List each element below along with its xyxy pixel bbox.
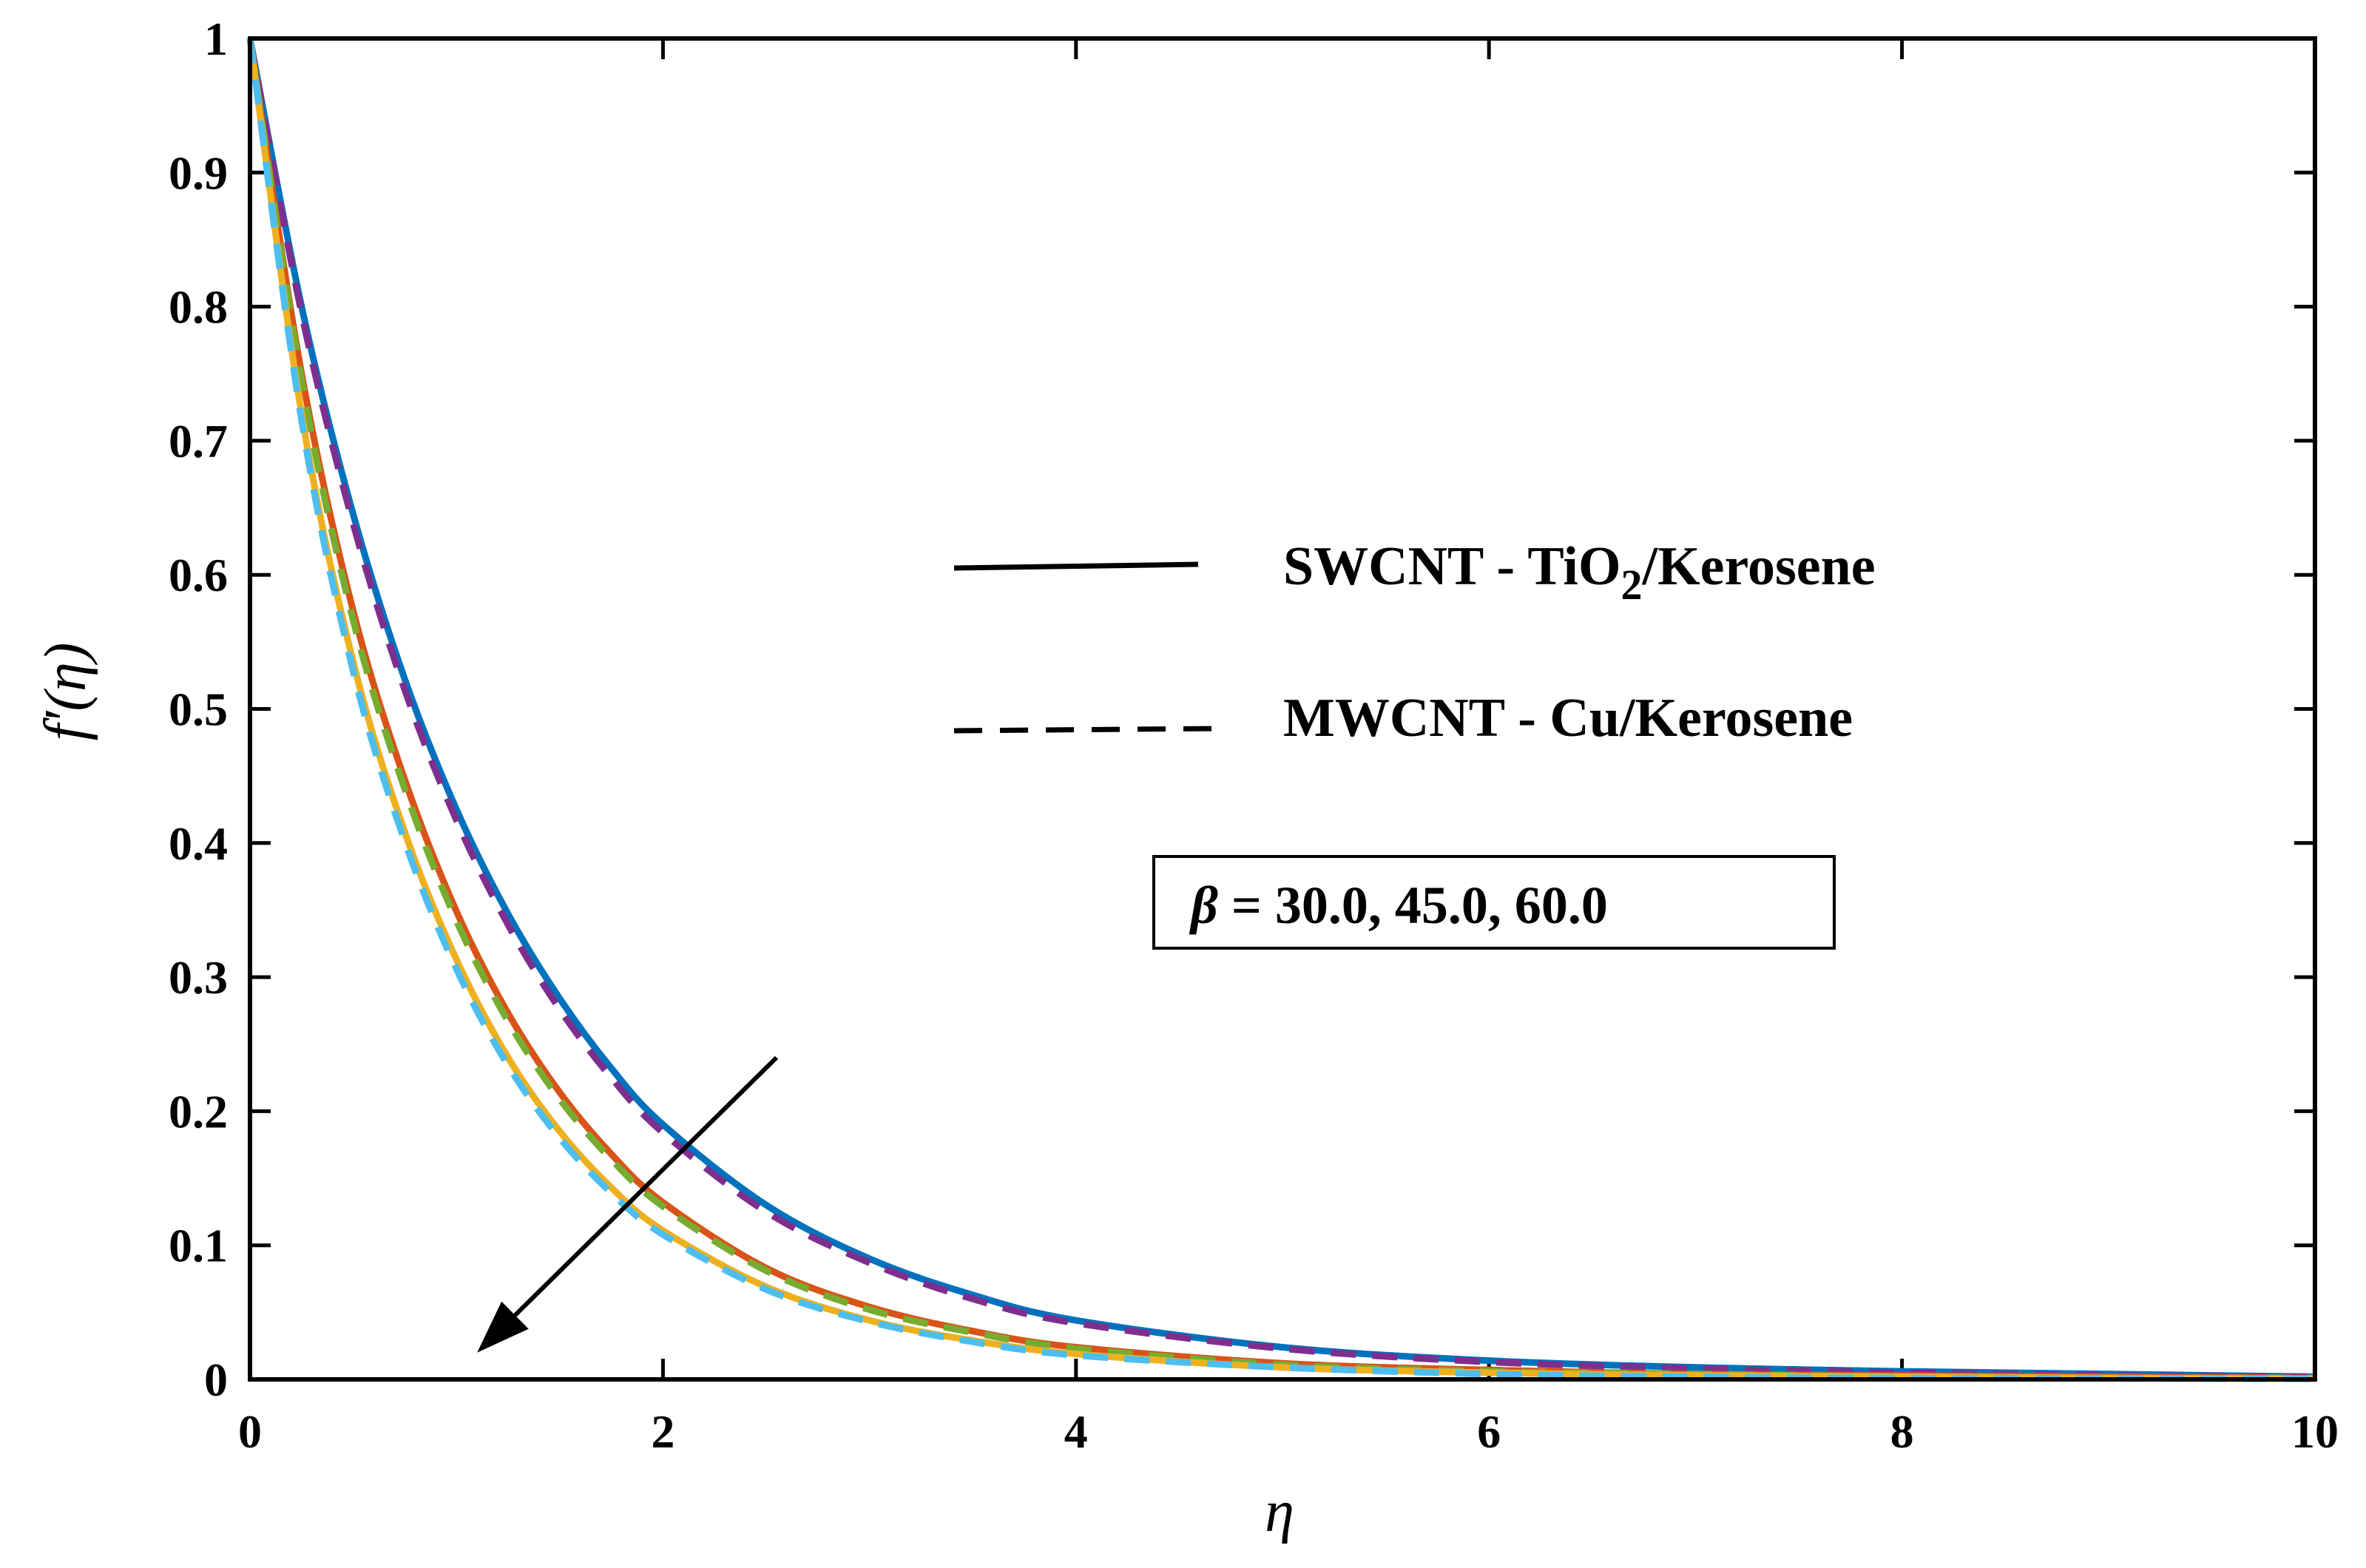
legend-label-mwcnt: MWCNT - Cu/Kerosene (1283, 688, 1853, 748)
y-tick-label: 0.5 (169, 683, 228, 736)
y-tick-label: 0.9 (169, 146, 228, 199)
y-tick-label: 0 (204, 1354, 228, 1406)
series-line-2-dashed (246, 38, 2316, 1380)
legend-label-swcnt: SWCNT - TiO2/Kerosene (1283, 536, 1876, 609)
x-tick-label: 2 (651, 1405, 675, 1458)
arrow-shaft (513, 1055, 779, 1317)
y-axis-label: f′(η) (33, 643, 98, 741)
y-tick-label: 0.4 (169, 817, 228, 870)
y-tick-label: 0.7 (169, 415, 228, 467)
x-tick-label: 10 (2291, 1405, 2339, 1458)
x-tick-label: 6 (1477, 1405, 1501, 1458)
y-tick-labels: 0 0.1 0.2 0.3 0.4 0.5 0.6 0.7 0.8 0.9 1 (169, 13, 228, 1406)
y-tick-label: 0.1 (169, 1220, 228, 1272)
x-tick-label: 8 (1890, 1405, 1914, 1458)
legend: SWCNT - TiO2/Kerosene MWCNT - Cu/Kerosen… (953, 536, 1876, 748)
arrow-head (477, 1301, 529, 1353)
x-tick-label: 0 (238, 1405, 262, 1458)
y-tick-label: 0.6 (169, 549, 228, 601)
x-tick-label: 4 (1064, 1405, 1088, 1458)
series-line-4-dashed (246, 38, 2316, 1382)
x-axis-label: η (1265, 1479, 1294, 1544)
annotation-text: β = 30.0, 45.0, 60.0 (1189, 876, 1608, 935)
x-tick-labels: 0 2 4 6 8 10 (238, 1405, 2339, 1458)
parameter-annotation: β = 30.0, 45.0, 60.0 (1152, 855, 1836, 950)
legend-solid-swatch (953, 561, 1199, 571)
y-tick-label: 0.3 (169, 951, 228, 1004)
plot-area-frame (248, 36, 2317, 1382)
y-tick-label: 0.2 (169, 1085, 228, 1138)
trend-arrow (477, 1055, 779, 1353)
y-tick-label: 1 (204, 13, 228, 65)
annotation-box (1152, 855, 1836, 950)
y-tick-label: 0.8 (169, 281, 228, 334)
